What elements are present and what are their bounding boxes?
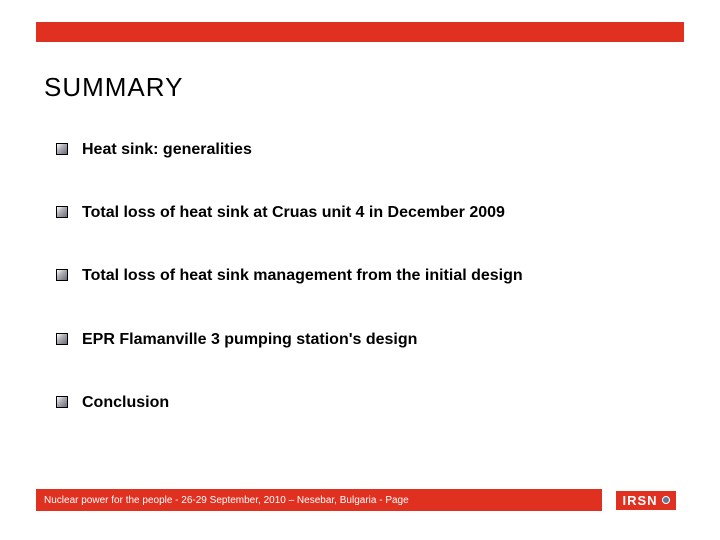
bullet-text: Conclusion xyxy=(82,393,169,412)
logo-text: IRSN xyxy=(622,493,657,508)
bullet-icon xyxy=(56,206,68,218)
footer-text: Nuclear power for the people - 26-29 Sep… xyxy=(44,495,409,506)
logo-dot-icon xyxy=(662,496,670,504)
bullet-icon xyxy=(56,396,68,408)
bullet-icon xyxy=(56,333,68,345)
list-item: Heat sink: generalities xyxy=(56,140,656,159)
list-item: EPR Flamanville 3 pumping station's desi… xyxy=(56,330,656,349)
irsn-logo: IRSN xyxy=(616,491,675,510)
footer-logo-area: IRSN xyxy=(608,489,684,511)
bullet-text: Total loss of heat sink management from … xyxy=(82,266,523,285)
footer-bar: Nuclear power for the people - 26-29 Sep… xyxy=(36,489,684,511)
bullet-icon xyxy=(56,143,68,155)
bullet-text: EPR Flamanville 3 pumping station's desi… xyxy=(82,330,417,349)
bullet-text: Total loss of heat sink at Cruas unit 4 … xyxy=(82,203,505,222)
bullet-list: Heat sink: generalities Total loss of he… xyxy=(56,140,656,456)
footer-left: Nuclear power for the people - 26-29 Sep… xyxy=(36,489,602,511)
list-item: Total loss of heat sink at Cruas unit 4 … xyxy=(56,203,656,222)
page-title: SUMMARY xyxy=(44,72,183,103)
bullet-text: Heat sink: generalities xyxy=(82,140,252,159)
list-item: Conclusion xyxy=(56,393,656,412)
bullet-icon xyxy=(56,269,68,281)
header-accent-bar xyxy=(36,22,684,42)
list-item: Total loss of heat sink management from … xyxy=(56,266,656,285)
